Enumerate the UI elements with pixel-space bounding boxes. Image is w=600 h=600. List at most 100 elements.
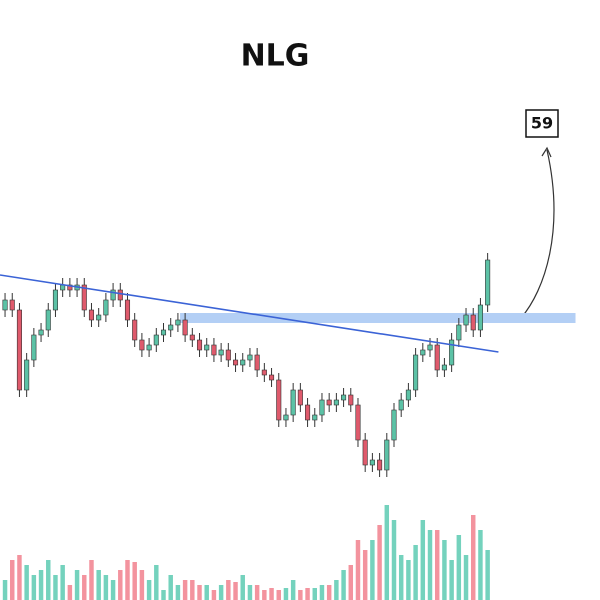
volume-bar [31,575,37,600]
arrow-head [541,146,552,158]
candle-body [254,354,260,371]
volume-bar [132,562,137,600]
candle-body [189,334,195,341]
candle-body [463,314,469,326]
candle-body [312,414,318,421]
target-arrow [520,149,555,319]
candle-body [247,354,253,361]
candle-body [355,404,361,441]
candle-body [45,309,51,331]
volume-bar [226,580,231,600]
volume-bar [312,588,317,600]
volume-bar [103,575,109,600]
volume-bar [449,560,454,600]
candle-body [211,344,217,356]
volume-bar [463,555,469,600]
volume-bar [384,505,390,600]
volume-bar [341,570,346,600]
candle-body [110,289,116,301]
candle-body [261,369,267,376]
candle-body [405,389,411,401]
candle-body [319,399,325,416]
volume-bar [377,525,382,600]
candle-body [218,349,224,356]
candle-body [24,359,30,391]
candle-body [240,359,246,366]
volume-bar [456,535,462,600]
volume-bar [161,590,166,600]
volume-bar [305,588,310,600]
candle-body [117,289,123,301]
volume-bar [434,530,440,600]
candle-body [146,344,152,351]
volume-bar [478,530,483,600]
volume-bar [398,555,404,600]
chart-title: NLG [241,39,310,74]
candle-body [348,394,354,406]
candle-body [31,334,37,361]
candle-body [485,259,491,306]
candle-body [449,339,455,366]
volume-bar [175,585,181,600]
volume-bar [82,575,87,600]
volume-bar [290,580,296,600]
volume-bar [168,575,173,600]
candle-body [38,329,44,336]
volume-bar [211,590,217,600]
volume-bar [362,550,368,600]
candle-body [441,364,447,371]
volume-bar [485,550,490,600]
candle-body [377,459,383,471]
volume-bar [2,580,8,600]
volume-bar [197,585,202,600]
candle-body [477,304,483,331]
candle-body [470,314,476,331]
resistance-band [180,313,576,323]
candle-body [420,349,426,356]
target-box [525,109,559,138]
candle-body [2,299,8,311]
volume-bar [218,585,224,600]
candle-body [96,314,102,321]
candle-body [132,319,138,341]
candle-body [124,299,131,321]
volume-bar [139,570,145,600]
candle-body [16,309,22,391]
volume-bar [154,565,159,600]
candle-body [326,399,332,406]
volume-bar [67,585,73,600]
candle-body [88,309,95,321]
volume-bar [298,590,303,600]
candle-body [297,389,303,406]
volume-bar [46,560,51,600]
candle-body [341,394,347,401]
volume-bar [442,540,447,600]
volume-bar [247,585,253,600]
candle-body [153,334,159,346]
volume-bar [89,560,94,600]
volume-bar [262,590,267,600]
volume-bar [110,580,116,600]
volume-bar [319,585,325,600]
volume-bar [74,570,80,600]
candle-body [434,344,440,371]
candle-body [139,339,145,351]
candle-body [362,439,368,466]
candle-body [103,299,109,316]
volume-bar [391,520,397,600]
volume-bar [348,565,354,600]
volume-bar [370,540,375,600]
volume-bar [24,565,29,600]
candle-body [60,284,66,291]
volume-bar [182,580,188,600]
volume-bar [60,565,65,600]
volume-bar [269,588,274,600]
candle-body [81,284,87,311]
candle-body [269,374,275,381]
candle-body [413,354,419,391]
candle-body [9,299,15,311]
candle-body [398,399,404,411]
volume-bar [276,590,281,600]
